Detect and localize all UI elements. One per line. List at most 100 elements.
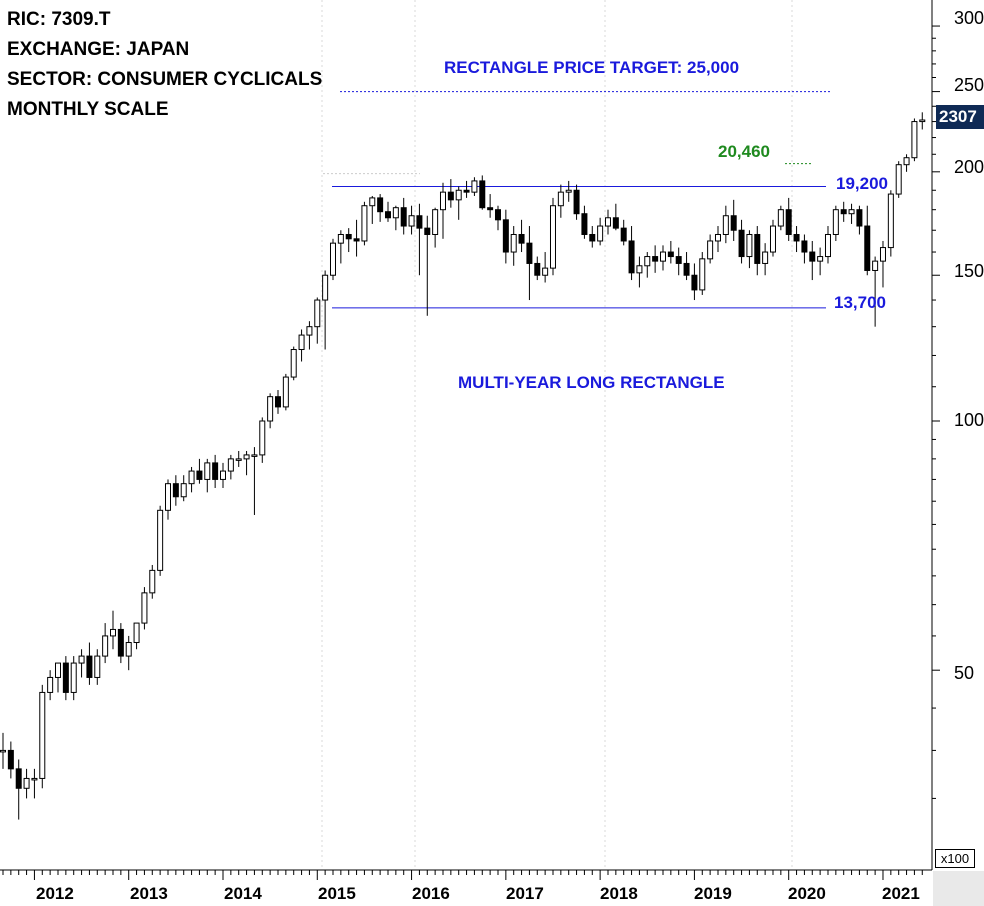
candle bbox=[832, 205, 839, 241]
candle bbox=[31, 768, 38, 799]
candle bbox=[329, 238, 336, 281]
level-lines bbox=[323, 91, 832, 309]
candle bbox=[565, 180, 572, 202]
x-tick-label: 2013 bbox=[130, 884, 168, 903]
x-tick-label: 2017 bbox=[506, 884, 544, 903]
x-tick-label: 2021 bbox=[882, 884, 920, 903]
candle-body bbox=[738, 229, 745, 258]
candle bbox=[675, 247, 682, 276]
candle-body bbox=[424, 227, 431, 235]
candle-body bbox=[604, 217, 611, 227]
candle bbox=[534, 256, 541, 281]
candle bbox=[463, 180, 470, 198]
candle bbox=[62, 656, 69, 701]
candle bbox=[903, 154, 910, 172]
x-tick-label: 2014 bbox=[224, 884, 262, 903]
candle-body bbox=[141, 592, 148, 624]
candle bbox=[94, 649, 101, 685]
candle bbox=[408, 205, 415, 235]
candle-body bbox=[479, 180, 486, 209]
candle-body bbox=[157, 509, 164, 571]
candle bbox=[196, 458, 203, 484]
candle-body bbox=[31, 777, 38, 781]
candle-body bbox=[549, 205, 556, 269]
candle bbox=[722, 205, 729, 244]
candle-body bbox=[447, 191, 454, 201]
candle-body bbox=[377, 197, 384, 213]
candle-body bbox=[439, 191, 446, 211]
candle-body bbox=[188, 470, 195, 485]
candles bbox=[0, 112, 926, 820]
candle bbox=[188, 466, 195, 493]
candle bbox=[23, 768, 30, 799]
candle-body bbox=[322, 274, 329, 301]
candle bbox=[133, 622, 140, 650]
candle bbox=[424, 215, 431, 316]
candle bbox=[282, 373, 289, 411]
candle-body bbox=[102, 635, 109, 657]
candle-body bbox=[7, 749, 14, 770]
candle-body bbox=[345, 233, 352, 240]
candle-body bbox=[0, 749, 6, 753]
candle-body bbox=[801, 240, 808, 253]
candle-body bbox=[895, 164, 902, 195]
candle bbox=[157, 505, 164, 576]
candle bbox=[125, 635, 132, 671]
candle bbox=[447, 179, 454, 208]
candle-body bbox=[392, 207, 399, 219]
candle bbox=[212, 454, 219, 488]
candle-body bbox=[691, 274, 698, 291]
candle-body bbox=[274, 396, 281, 408]
multiplier-badge: x100 bbox=[935, 849, 975, 868]
candle-body bbox=[707, 240, 714, 260]
candle bbox=[887, 190, 894, 257]
candle bbox=[911, 118, 918, 162]
candle-body bbox=[722, 215, 729, 235]
candle bbox=[864, 205, 871, 276]
candle-body bbox=[652, 256, 659, 262]
candle-body bbox=[612, 217, 619, 229]
candle-body bbox=[416, 215, 423, 229]
candle bbox=[895, 161, 902, 198]
candle bbox=[652, 245, 659, 273]
candle bbox=[455, 186, 462, 220]
candle bbox=[762, 243, 769, 276]
candle-body bbox=[683, 262, 690, 276]
candle-body bbox=[824, 233, 831, 258]
candle bbox=[204, 458, 211, 493]
candle-body bbox=[714, 233, 721, 242]
breakout-level-label: 20,460 bbox=[718, 142, 770, 161]
candle bbox=[699, 252, 706, 295]
candle-body bbox=[180, 483, 187, 498]
candle bbox=[337, 230, 344, 264]
price-target-label: RECTANGLE PRICE TARGET: 25,000 bbox=[444, 58, 740, 77]
candle bbox=[581, 205, 588, 239]
candle-body bbox=[832, 209, 839, 235]
candle-body bbox=[259, 420, 266, 456]
candle-body bbox=[856, 209, 863, 227]
candle bbox=[809, 240, 816, 281]
candle bbox=[691, 263, 698, 301]
candle-body bbox=[23, 777, 30, 789]
candle-body bbox=[675, 256, 682, 264]
candle bbox=[298, 329, 305, 362]
candle-body bbox=[235, 458, 242, 461]
candle-body bbox=[793, 233, 800, 242]
y-tick-label: 100 bbox=[954, 410, 984, 430]
candle-body bbox=[54, 662, 61, 678]
candle-body bbox=[526, 242, 533, 264]
candle-body bbox=[644, 256, 651, 267]
candle-body bbox=[15, 768, 22, 789]
last-price-badge: 2307 bbox=[936, 105, 984, 129]
candle bbox=[259, 417, 266, 463]
candle-body bbox=[164, 483, 171, 511]
candle bbox=[683, 252, 690, 281]
candle-body bbox=[133, 622, 140, 644]
candle bbox=[471, 177, 478, 196]
x-tick-label: 2012 bbox=[36, 884, 74, 903]
grid bbox=[321, 0, 793, 870]
candle bbox=[314, 297, 321, 344]
candle bbox=[377, 194, 384, 222]
candle bbox=[746, 230, 753, 269]
candle bbox=[549, 197, 556, 276]
